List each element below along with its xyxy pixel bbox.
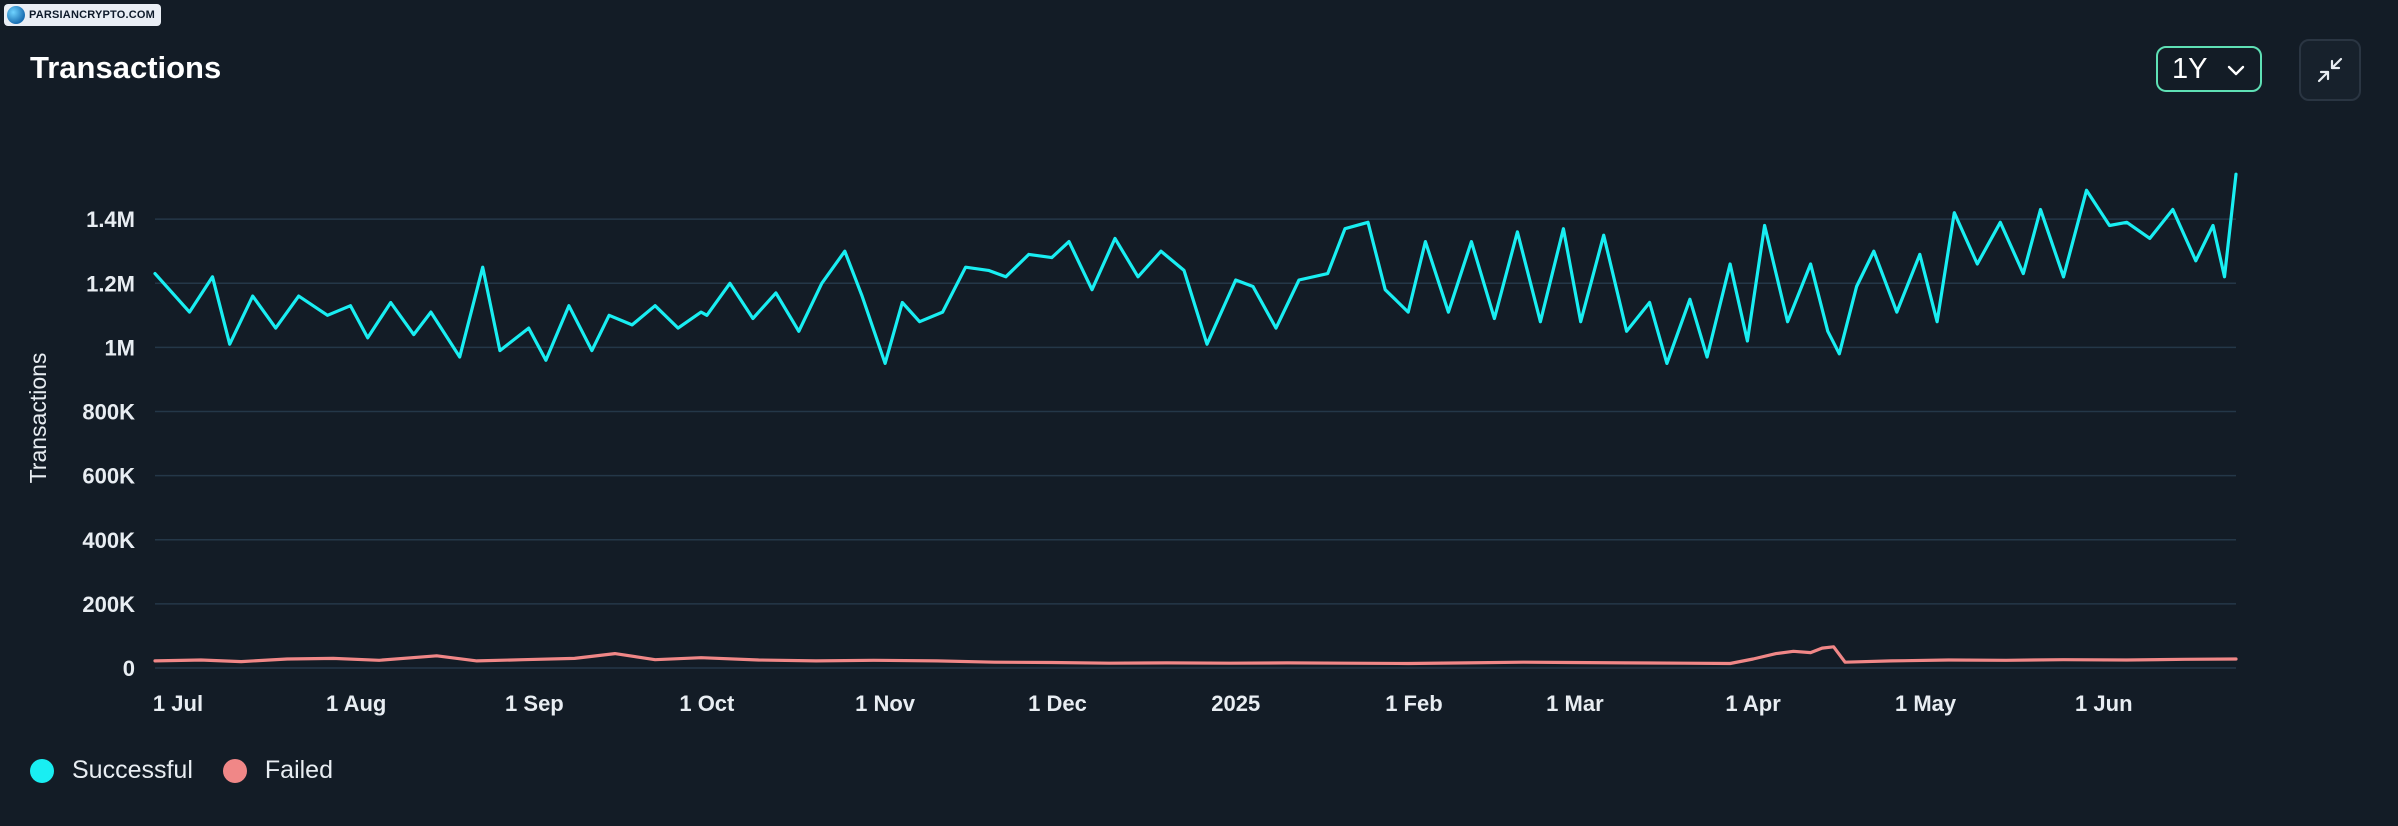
grid-lines xyxy=(155,218,2236,669)
time-range-select[interactable]: 1Y xyxy=(2156,46,2262,92)
y-tick-label: 600K xyxy=(82,464,135,489)
legend-dot-successful xyxy=(30,758,54,783)
x-tick-label: 1 Mar xyxy=(1546,691,1604,716)
watermark-logo: PARSIANCRYPTO.COM xyxy=(4,4,162,26)
y-tick-label: 200K xyxy=(82,592,135,617)
x-tick-label: 1 Aug xyxy=(326,691,386,716)
legend-label-successful: Successful xyxy=(72,756,193,784)
y-axis-label: Transactions xyxy=(25,353,51,484)
y-tick-label: 1.4M xyxy=(86,207,135,232)
series-line-successful xyxy=(153,172,2238,365)
x-tick-label: 1 Oct xyxy=(679,691,735,716)
chevron-down-icon xyxy=(2227,65,2245,76)
y-tick-label: 1M xyxy=(104,335,135,360)
x-tick-label: 1 Jul xyxy=(153,691,203,716)
x-tick-label: 2025 xyxy=(1211,691,1260,716)
y-axis-ticks: 0 200K 400K 600K 800K 1M 1.2M 1.4M xyxy=(82,207,135,681)
time-range-value: 1Y xyxy=(2172,52,2208,85)
y-tick-label: 800K xyxy=(82,400,135,425)
series-line-failed xyxy=(153,645,2238,666)
chart-legend: Successful Failed xyxy=(30,756,363,785)
x-tick-label: 1 Feb xyxy=(1385,691,1442,716)
chart-title: Transactions xyxy=(30,50,222,85)
watermark-text: PARSIANCRYPTO.COM xyxy=(29,9,156,21)
x-tick-label: 1 Sep xyxy=(505,691,564,716)
x-tick-label: 1 Apr xyxy=(1725,691,1781,716)
y-tick-label: 400K xyxy=(82,528,135,553)
x-tick-label: 1 Jun xyxy=(2075,691,2132,716)
x-tick-label: 1 Nov xyxy=(855,691,916,716)
x-tick-label: 1 Dec xyxy=(1028,691,1087,716)
x-tick-label: 1 May xyxy=(1895,691,1957,716)
collapse-arrows-icon xyxy=(2317,57,2343,83)
legend-item-failed[interactable]: Failed xyxy=(222,756,333,785)
x-axis-ticks: 1 Jul 1 Aug 1 Sep 1 Oct 1 Nov 1 Dec 2025 1 Feb 1… xyxy=(153,691,2133,716)
series-lines xyxy=(153,172,2238,666)
y-tick-label: 0 xyxy=(123,656,135,681)
legend-label-failed: Failed xyxy=(264,756,333,784)
y-tick-label: 1.2M xyxy=(86,271,135,296)
globe-icon xyxy=(7,6,25,24)
legend-dot-failed xyxy=(222,758,247,783)
collapse-button[interactable] xyxy=(2299,39,2361,101)
legend-item-successful[interactable]: Successful xyxy=(30,756,193,785)
